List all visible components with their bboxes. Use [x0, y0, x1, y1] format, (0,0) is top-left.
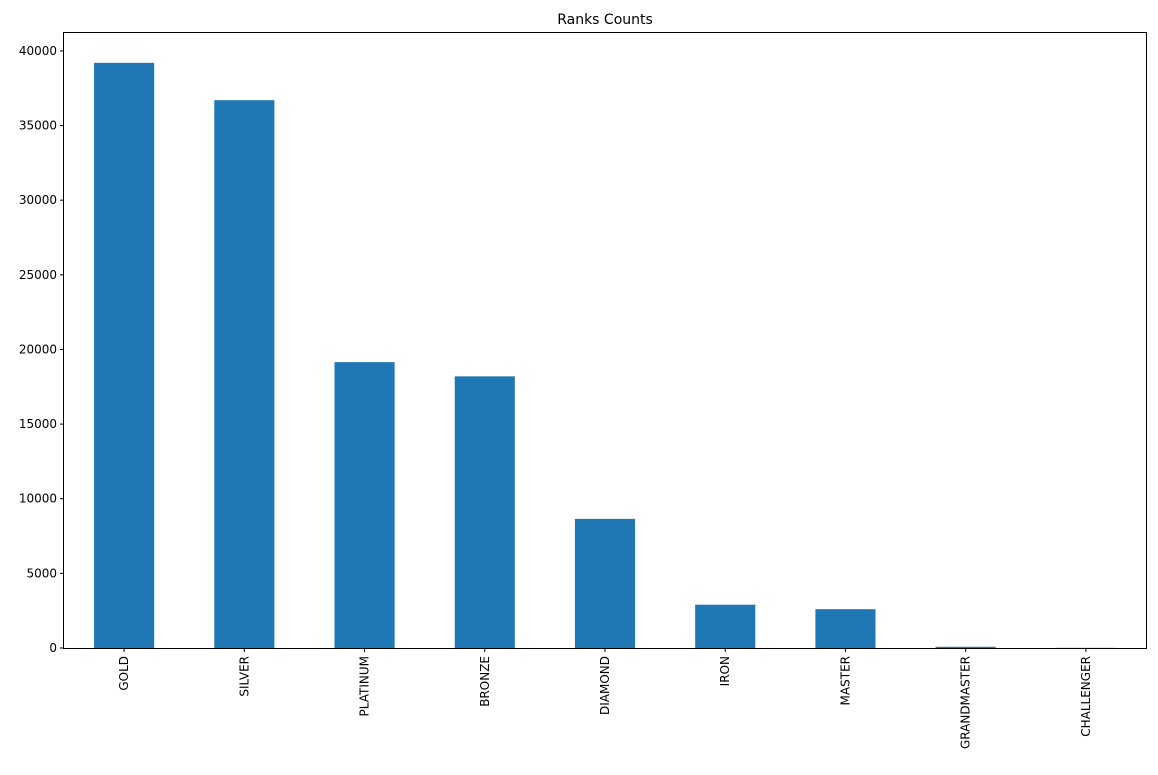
x-axis: GOLD SILVER PLATINUM BRONZE DIAMOND IRON MASTE…: [117, 648, 1093, 749]
y-tick-label: 35000: [19, 119, 57, 133]
x-tick-label: CHALLENGER: [1079, 656, 1093, 737]
x-tick-label: PLATINUM: [358, 656, 372, 716]
x-tick-label: GOLD: [117, 656, 131, 691]
x-tick-label: GRANDMASTER: [959, 656, 973, 749]
chart-title: Ranks Counts: [557, 12, 653, 28]
y-tick-label: 30000: [19, 193, 57, 207]
y-tick-label: 5000: [26, 566, 57, 580]
bar-iron: [695, 604, 756, 648]
y-axis: 0 5000 10000 15000 20000 25000 30000 35000 40000: [19, 44, 64, 655]
bar-master: [815, 609, 876, 648]
bar-bronze: [454, 376, 515, 648]
y-tick-label: 0: [49, 641, 57, 655]
y-tick-label: 25000: [19, 268, 57, 282]
y-tick-label: 20000: [19, 342, 57, 356]
y-tick-label: 10000: [19, 492, 57, 506]
bar-platinum: [334, 362, 395, 648]
bars-group: [94, 62, 1116, 649]
x-tick-label: DIAMOND: [598, 656, 612, 715]
y-tick-label: 15000: [19, 417, 57, 431]
bar-gold: [94, 62, 155, 649]
y-tick-label: 40000: [19, 44, 57, 58]
bar-silver: [214, 100, 275, 649]
x-tick-label: SILVER: [237, 656, 251, 697]
bar-diamond: [574, 518, 636, 648]
x-tick-label: IRON: [718, 656, 732, 686]
plot-frame: [63, 32, 1147, 649]
bar-grandmaster: [935, 646, 996, 648]
x-tick-label: MASTER: [838, 656, 852, 705]
x-tick-label: BRONZE: [478, 656, 492, 707]
